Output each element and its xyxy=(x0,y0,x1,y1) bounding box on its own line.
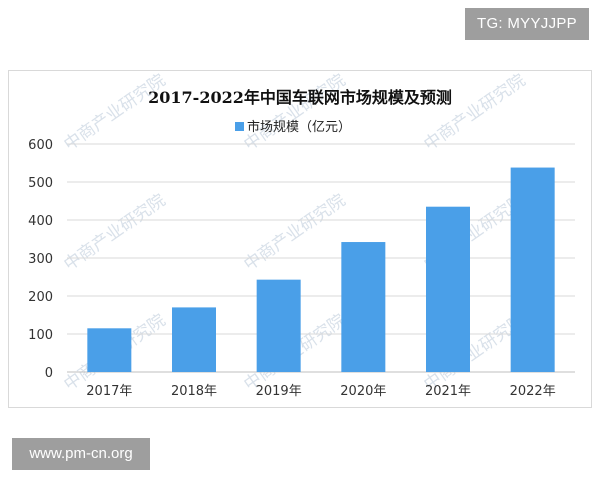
y-tick-label: 0 xyxy=(45,366,53,381)
y-tick-label: 400 xyxy=(28,214,53,229)
y-tick-label: 100 xyxy=(28,328,53,343)
bar-2017年 xyxy=(87,328,132,372)
x-tick-label: 2018年 xyxy=(171,384,217,399)
chart-title: 2017-2022年中国车联网市场规模及预测 xyxy=(148,88,452,107)
bar-2019年 xyxy=(256,279,301,372)
legend-swatch xyxy=(235,122,244,131)
gridlines xyxy=(67,143,575,373)
watermark-text: 中商产业研究院 xyxy=(60,71,169,155)
bar-2022年 xyxy=(510,167,555,372)
bar-2018年 xyxy=(172,307,216,372)
x-tick-label: 2021年 xyxy=(425,384,471,399)
x-tick-label: 2020年 xyxy=(340,384,386,399)
x-tick-label: 2019年 xyxy=(256,384,302,399)
legend: 市场规模（亿元） xyxy=(235,119,351,135)
y-tick-label: 200 xyxy=(28,290,53,305)
y-tick-label: 500 xyxy=(28,176,53,191)
legend-label: 市场规模（亿元） xyxy=(247,119,351,135)
x-axis-ticks: 2017年 2018年 2019年 2020年 2021年 2022年 xyxy=(86,384,555,399)
y-tick-label: 600 xyxy=(28,138,53,153)
site-badge: www.pm-cn.org xyxy=(12,438,150,470)
watermark-text: 中商产业研究院 xyxy=(240,190,349,275)
x-tick-label: 2017年 xyxy=(86,384,132,399)
y-axis-ticks: 0 100 200 300 400 500 600 xyxy=(28,138,53,381)
bar-2021年 xyxy=(426,206,470,372)
bars xyxy=(87,167,555,372)
tg-badge: TG: MYYJJPP xyxy=(465,8,589,40)
x-tick-label: 2022年 xyxy=(510,384,556,399)
watermark-text: 中商产业研究院 xyxy=(60,190,169,275)
chart-container: 中商产业研究院 中商产业研究院 中商产业研究院 中商产业研究院 中商产业研究院 中商产业研… xyxy=(8,70,592,408)
watermark-text: 中商产业研究院 xyxy=(240,71,349,155)
bar-2020年 xyxy=(341,242,386,372)
y-tick-label: 300 xyxy=(28,252,53,267)
watermark-text: 中商产业研究院 xyxy=(420,71,529,155)
